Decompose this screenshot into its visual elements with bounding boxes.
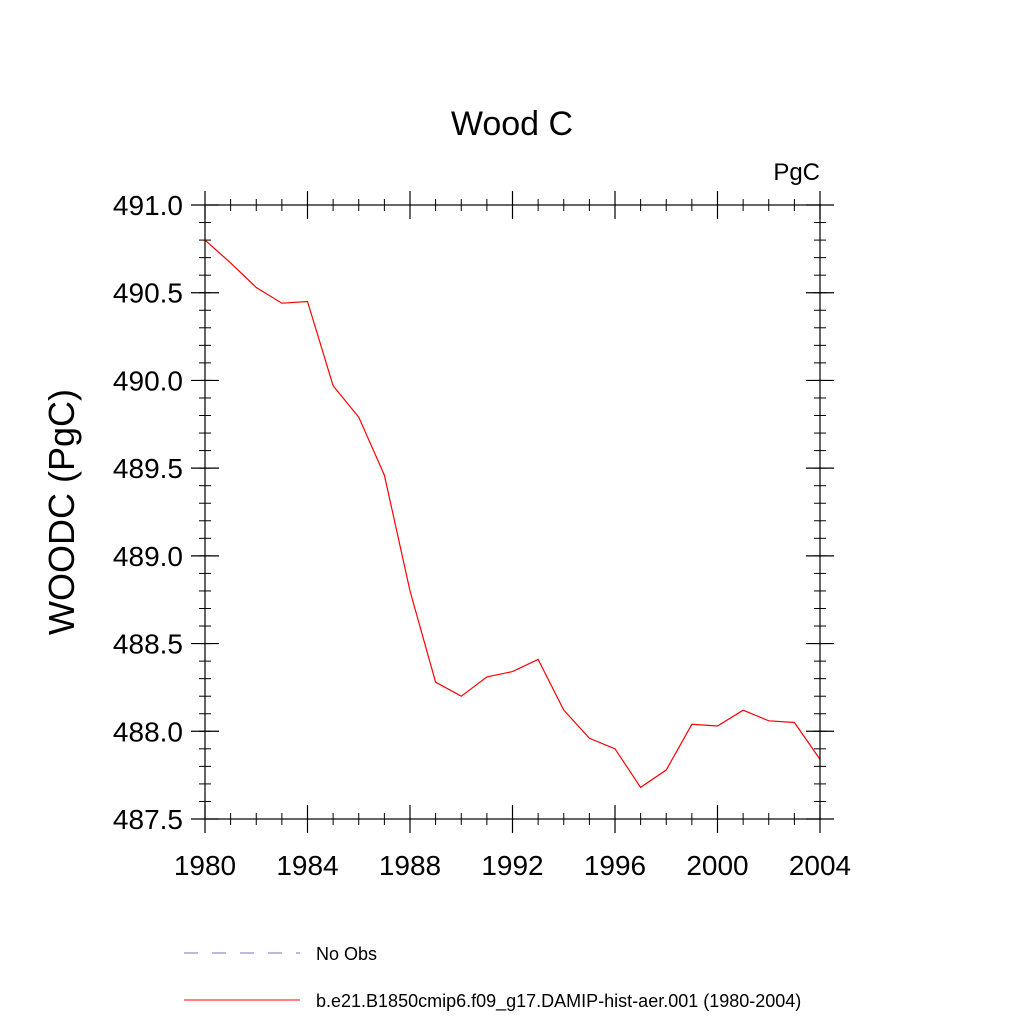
y-tick-label: 487.5: [113, 804, 183, 835]
x-tick-label: 1980: [174, 850, 236, 881]
y-tick-label: 488.0: [113, 716, 183, 747]
y-axis-label: WOODC (PgC): [41, 389, 82, 635]
legend: No Obs b.e21.B1850cmip6.f09_g17.DAMIP-his…: [184, 944, 801, 1012]
y-tick-labels: 487.5 488.0 488.5 489.0 489.5 490.0 490.5 491.0: [113, 190, 183, 835]
x-tick-label: 1992: [481, 850, 543, 881]
legend-label: b.e21.B1850cmip6.f09_g17.DAMIP-hist-aer.…: [316, 991, 801, 1012]
plot-series: [204, 239, 821, 789]
y-tick-label: 490.5: [113, 278, 183, 309]
chart-title: Wood C: [451, 105, 573, 143]
y-tick-label: 489.0: [113, 541, 183, 572]
axis-ticks: [191, 191, 834, 833]
plot-frame: [204, 204, 821, 820]
legend-label: No Obs: [316, 944, 377, 964]
x-tick-labels: 1980 1984 1988 1992 1996 2000 2004: [174, 850, 851, 881]
units-label: PgC: [773, 159, 820, 186]
x-tick-label: 2004: [789, 850, 851, 881]
x-tick-label: 1996: [584, 850, 646, 881]
x-tick-label: 2000: [686, 850, 748, 881]
y-tick-label: 490.0: [113, 365, 183, 396]
x-tick-label: 1984: [276, 850, 338, 881]
y-tick-label: 491.0: [113, 190, 183, 221]
y-tick-label: 489.5: [113, 453, 183, 484]
x-tick-label: 1988: [379, 850, 441, 881]
series-line: [204, 239, 821, 789]
y-tick-label: 488.5: [113, 629, 183, 660]
